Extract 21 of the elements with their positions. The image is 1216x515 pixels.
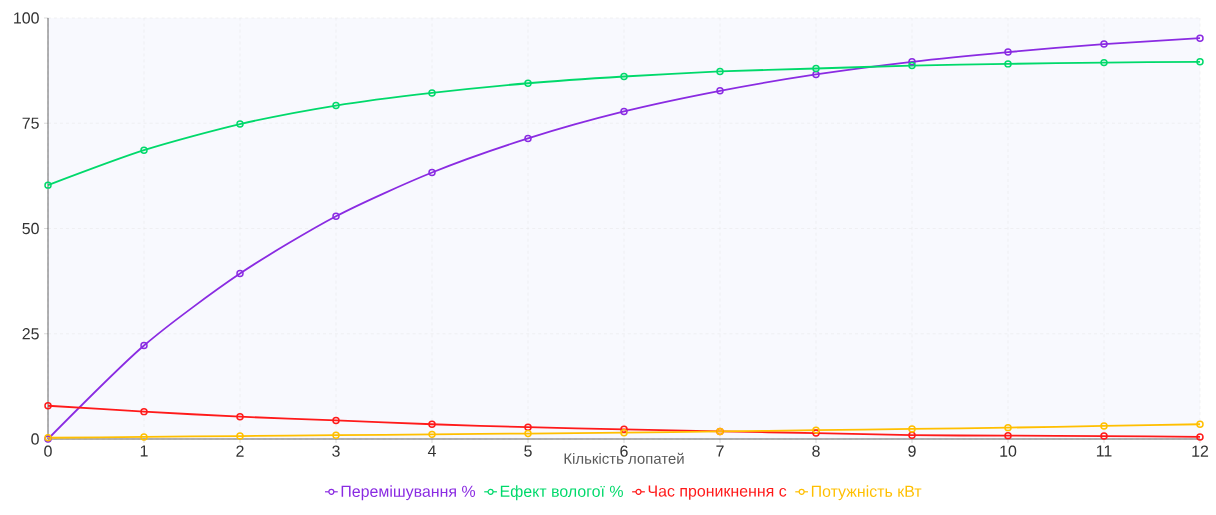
x-tick-label: 12 bbox=[1192, 445, 1209, 457]
y-tick-label: 0 bbox=[31, 433, 39, 445]
x-tick-label: 0 bbox=[44, 445, 52, 457]
x-tick-label: 4 bbox=[427, 445, 436, 457]
x-tick-label: 2 bbox=[236, 445, 244, 457]
x-tick-label: 5 bbox=[524, 445, 532, 457]
legend-label: Ефект вологої % bbox=[500, 485, 623, 501]
legend-label: Час проникнення с bbox=[648, 485, 787, 500]
x-tick-label: 11 bbox=[1096, 445, 1112, 457]
y-tick-label: 75 bbox=[22, 117, 39, 129]
x-tick-label: 7 bbox=[716, 445, 724, 457]
x-tick-label: 1 bbox=[140, 445, 148, 457]
x-tick-label: 3 bbox=[332, 445, 340, 457]
legend-label: Потужність кВт bbox=[811, 485, 922, 501]
y-tick-label: 50 bbox=[22, 222, 39, 235]
x-tick-label: 8 bbox=[812, 445, 820, 457]
y-tick-label: 100 bbox=[14, 12, 39, 24]
x-tick-label: 10 bbox=[1000, 445, 1017, 457]
x-tick-label: 9 bbox=[908, 445, 916, 457]
legend-label: Перемішування % bbox=[341, 485, 476, 501]
y-tick-label: 25 bbox=[22, 328, 39, 340]
